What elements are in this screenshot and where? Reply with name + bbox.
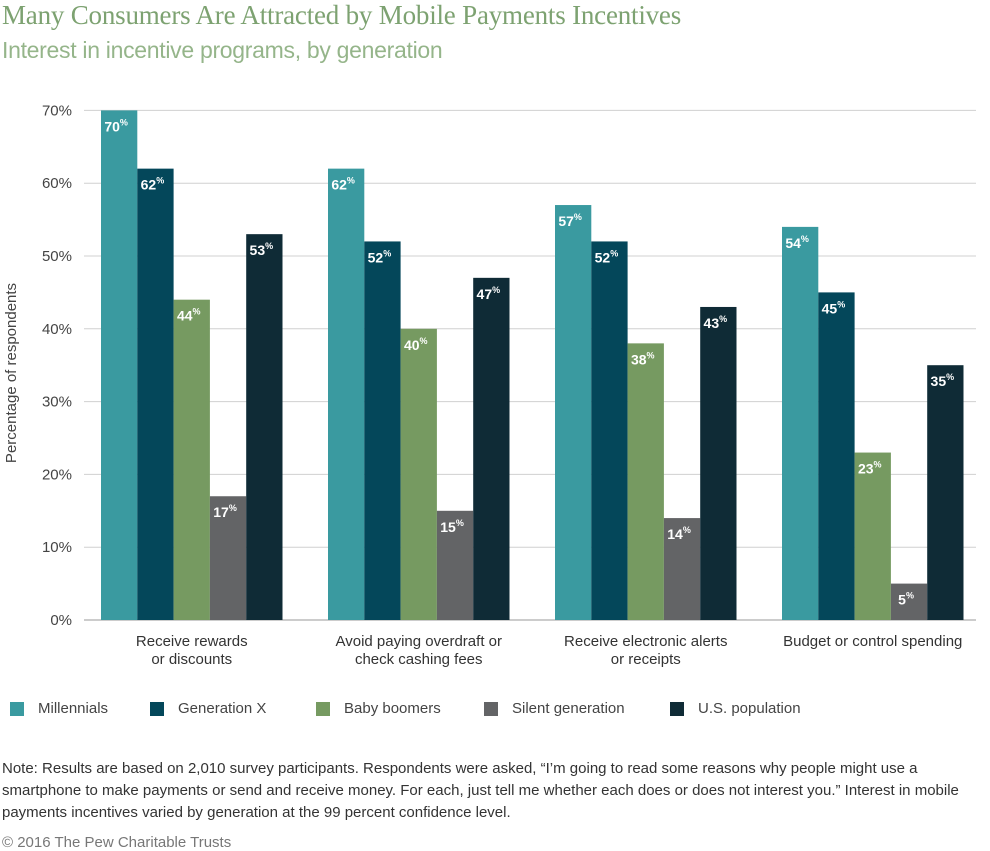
- copyright-credit: © 2016 The Pew Charitable Trusts: [2, 834, 232, 851]
- chart-subtitle: Interest in incentive programs, by gener…: [2, 37, 443, 63]
- bar: [101, 110, 138, 621]
- category-label-line: Receive electronic alerts: [564, 633, 727, 650]
- legend-label: Generation X: [178, 700, 267, 717]
- category-label: Receive rewards or discounts: [136, 633, 248, 668]
- bar: [818, 292, 855, 620]
- category-label: Budget or control spending: [783, 633, 962, 650]
- y-tick-label: 20%: [42, 466, 72, 483]
- category-label-line: Budget or control spending: [783, 633, 962, 650]
- y-tick-label: 40%: [42, 321, 72, 338]
- legend-swatch: [150, 701, 164, 716]
- y-axis-ticks: 0% 10% 20% 30% 40% 50% 60% 70%: [42, 102, 72, 629]
- bar: [591, 241, 628, 620]
- legend-swatch: [10, 701, 24, 716]
- bar-data-label-suffix: %: [193, 307, 201, 317]
- bar-data-label-suffix: %: [229, 503, 237, 513]
- category-label-line: check cashing fees: [355, 651, 483, 668]
- category-label-line: Avoid paying overdraft or: [336, 633, 503, 650]
- bar: [137, 168, 174, 620]
- chart-title: Many Consumers Are Attracted by Mobile P…: [2, 0, 682, 30]
- y-tick-label: 70%: [42, 102, 72, 119]
- legend-label: Baby boomers: [344, 700, 441, 717]
- y-tick-label: 0%: [50, 612, 72, 629]
- legend-swatch: [484, 701, 498, 716]
- bar: [246, 234, 283, 620]
- y-tick-label: 60%: [42, 175, 72, 192]
- bar-data-label-suffix: %: [719, 314, 727, 324]
- bar: [627, 343, 664, 620]
- bar: [364, 241, 401, 620]
- bar-data-label-suffix: %: [683, 525, 691, 535]
- bar: [782, 226, 819, 620]
- bar-chart: 0% 10% 20% 30% 40% 50% 60% 70% Percentage of re…: [3, 102, 976, 668]
- bar: [854, 452, 891, 620]
- category-label-line: Receive rewards: [136, 633, 248, 650]
- bar-data-label-suffix: %: [946, 372, 954, 382]
- category-label-line: or receipts: [611, 651, 681, 668]
- category-label-line: or discounts: [151, 651, 232, 668]
- legend-label: Millennials: [38, 700, 109, 717]
- bar-data-label-suffix: %: [801, 234, 809, 244]
- bar-data-label-suffix: %: [574, 212, 582, 222]
- legend-item: Generation X: [150, 700, 266, 717]
- legend-item: Silent generation: [484, 700, 625, 717]
- bar-data-label-suffix: %: [420, 336, 428, 346]
- footnote: Note: Results are based on 2,010 survey …: [2, 760, 959, 821]
- bar: [328, 168, 365, 620]
- bar-data-label-suffix: %: [874, 460, 882, 470]
- bar-data-label-suffix: %: [492, 285, 500, 295]
- bar: [663, 518, 701, 620]
- y-tick-label: 50%: [42, 248, 72, 265]
- y-axis-label: Percentage of respondents: [3, 283, 20, 463]
- bar: [400, 328, 437, 620]
- bar: [890, 583, 928, 620]
- legend-label: U.S. population: [698, 700, 801, 717]
- bar: [555, 205, 592, 620]
- bar: [173, 299, 210, 620]
- bar-data-label-suffix: %: [647, 350, 655, 360]
- bar: [209, 496, 247, 620]
- bar-data-label-suffix: %: [906, 591, 914, 601]
- legend-swatch: [316, 701, 330, 716]
- legend-label: Silent generation: [512, 700, 625, 717]
- bars: 70%62%44%17%53%62%52%40%15%47%57%52%38%1…: [101, 110, 964, 621]
- category-labels: Receive rewards or discounts Avoid paying …: [136, 633, 963, 668]
- bar: [436, 510, 474, 620]
- legend: Millennials Generation X Baby boomers Silen…: [10, 700, 990, 724]
- legend-item: U.S. population: [670, 700, 801, 717]
- y-tick-label: 10%: [42, 539, 72, 556]
- legend-item: Baby boomers: [316, 700, 441, 717]
- bar-data-label-suffix: %: [347, 176, 355, 186]
- bar-data-label-suffix: %: [610, 248, 618, 258]
- bar-data-label-suffix: %: [156, 176, 164, 186]
- bar-data-label-suffix: %: [265, 241, 273, 251]
- bar-data-label-suffix: %: [120, 117, 128, 127]
- category-label: Avoid paying overdraft or check cashing f…: [336, 633, 503, 668]
- bar: [700, 306, 737, 620]
- legend-swatch: [670, 701, 684, 716]
- y-tick-label: 30%: [42, 394, 72, 411]
- category-label: Receive electronic alerts or receipts: [564, 633, 727, 668]
- legend-item: Millennials: [10, 700, 108, 717]
- bar: [473, 277, 510, 620]
- bar-data-label-suffix: %: [837, 299, 845, 309]
- bar-data-label-suffix: %: [383, 248, 391, 258]
- bar-data-label-suffix: %: [456, 518, 464, 528]
- bar: [927, 365, 964, 620]
